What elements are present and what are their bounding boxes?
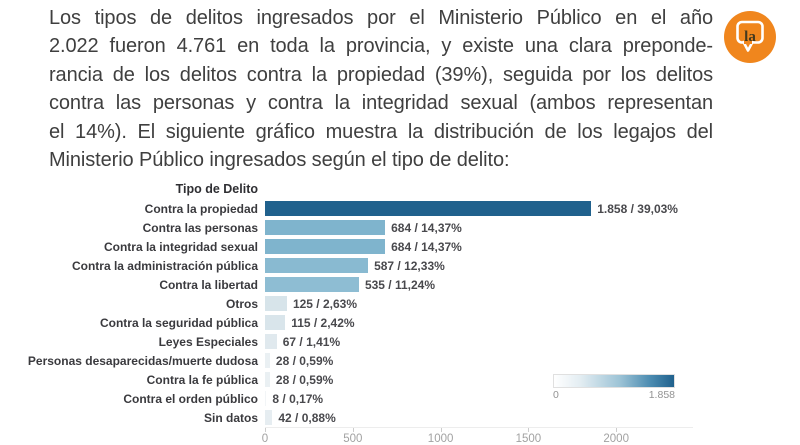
bar-row: Leyes Especiales 67 / 1,41% bbox=[0, 332, 760, 351]
bar-label: Contra la fe pública bbox=[146, 372, 258, 387]
la-logo: la bbox=[724, 11, 776, 63]
x-axis-tick bbox=[440, 428, 442, 432]
la-logo-graphic: la bbox=[724, 11, 776, 63]
x-axis-line bbox=[265, 427, 693, 428]
legend-labels: 0 1.858 bbox=[553, 389, 675, 401]
bar-value: 587 / 12,33% bbox=[374, 258, 445, 273]
x-axis-tick bbox=[616, 428, 618, 432]
bar-label: Sin datos bbox=[203, 410, 258, 425]
chart-title: Tipo de Delito bbox=[175, 182, 258, 196]
bar-value: 115 / 2,42% bbox=[291, 315, 355, 330]
bar-value: 684 / 14,37% bbox=[391, 220, 462, 235]
color-legend: 0 1.858 bbox=[553, 374, 675, 401]
bar-row: Contra el orden público 8 / 0,17% bbox=[0, 389, 760, 408]
bar-label: Contra la libertad bbox=[159, 277, 258, 292]
bar-value: 67 / 1,41% bbox=[282, 334, 341, 349]
bar-label: Contra la administración pública bbox=[71, 258, 258, 273]
bar bbox=[265, 410, 273, 425]
bar-row: Contra la seguridad pública 115 / 2,42% bbox=[0, 313, 760, 332]
intro-paragraph: Los tipos de delitos ingresados por el M… bbox=[49, 4, 713, 174]
bar-row: Contra la libertad 535 / 11,24% bbox=[0, 275, 760, 294]
bar-label: Personas desaparecidas/muerte dudosa bbox=[27, 353, 258, 368]
bar-label: Leyes Especiales bbox=[158, 334, 258, 349]
bar-value: 42 / 0,88% bbox=[278, 410, 336, 425]
bar-row: Contra la propiedad 1.858 / 39,03% bbox=[0, 199, 760, 218]
bar bbox=[265, 315, 286, 330]
intro-line: contra las personas y contra la integrid… bbox=[49, 92, 713, 115]
bar-row: Contra la fe pública 28 / 0,59% bbox=[0, 370, 760, 389]
logo-text: la bbox=[744, 29, 756, 45]
bar-value: 28 / 0,59% bbox=[275, 353, 334, 368]
bar bbox=[265, 391, 267, 406]
legend-gradient-bar bbox=[553, 374, 675, 388]
bar-row: Sin datos 42 / 0,88% bbox=[0, 408, 760, 427]
x-axis-tick bbox=[265, 428, 266, 432]
bar-label: Contra la seguridad pública bbox=[99, 315, 258, 330]
bar-row: Contra las personas 684 / 14,37% bbox=[0, 218, 760, 237]
x-axis-tick-label: 1500 bbox=[515, 433, 542, 445]
x-axis: 0 500 1000 1500 2000 bbox=[0, 427, 760, 445]
x-axis-tick bbox=[352, 428, 354, 432]
bar-value: 1.858 / 39,03% bbox=[597, 201, 678, 216]
bar-label: Contra la propiedad bbox=[144, 201, 258, 216]
x-axis-tick-label: 0 bbox=[261, 433, 269, 445]
x-axis-tick-label: 2000 bbox=[603, 433, 629, 445]
bar-value: 125 / 2,63% bbox=[292, 296, 357, 311]
intro-line: rancia de los delitos contra la propieda… bbox=[49, 63, 713, 86]
bar-value: 535 / 11,24% bbox=[364, 277, 435, 292]
bar-label: Otros bbox=[225, 296, 258, 311]
bar-value: 28 / 0,59% bbox=[275, 372, 334, 387]
bar-row: Personas desaparecidas/muerte dudosa 28 /… bbox=[0, 351, 760, 370]
x-axis-tick-label: 500 bbox=[343, 433, 363, 445]
intro-line: Ministerio Público ingresados según el t… bbox=[49, 149, 510, 172]
intro-line: el 14%). El siguiente gráfico muestra la… bbox=[49, 120, 713, 143]
intro-line: Los tipos de delitos ingresados por el M… bbox=[49, 7, 713, 29]
chart-rows: Contra la propiedad 1.858 / 39,03% Contra … bbox=[0, 199, 760, 427]
bar-value: 684 / 14,37% bbox=[391, 239, 462, 254]
bar bbox=[265, 201, 592, 216]
bar-label: Contra la integridad sexual bbox=[103, 239, 258, 254]
bar bbox=[265, 296, 287, 311]
bar-value: 8 / 0,17% bbox=[272, 391, 324, 406]
bar bbox=[265, 277, 359, 292]
legend-max-label: 1.858 bbox=[648, 389, 675, 401]
bar-row: Contra la administración pública 587 / 12… bbox=[0, 256, 760, 275]
legend-min-label: 0 bbox=[553, 389, 559, 401]
x-axis-tick-label: 1000 bbox=[427, 433, 454, 445]
intro-line: 2.022 fueron 4.761 en toda la provincia,… bbox=[49, 35, 713, 58]
bar bbox=[265, 334, 277, 349]
bar bbox=[265, 258, 369, 273]
crime-type-bar-chart: Tipo de Delito Contra la propiedad 1.858 … bbox=[0, 182, 760, 445]
bar-row: Contra la integridad sexual 684 / 14,37% bbox=[0, 237, 760, 256]
bar-label: Contra las personas bbox=[142, 220, 258, 235]
bar bbox=[265, 372, 270, 387]
bar bbox=[265, 353, 270, 368]
bar bbox=[265, 220, 386, 235]
bar bbox=[265, 239, 386, 254]
x-axis-tick bbox=[528, 428, 530, 432]
bar-label: Contra el orden público bbox=[123, 391, 258, 406]
bar-row: Otros 125 / 2,63% bbox=[0, 294, 760, 313]
